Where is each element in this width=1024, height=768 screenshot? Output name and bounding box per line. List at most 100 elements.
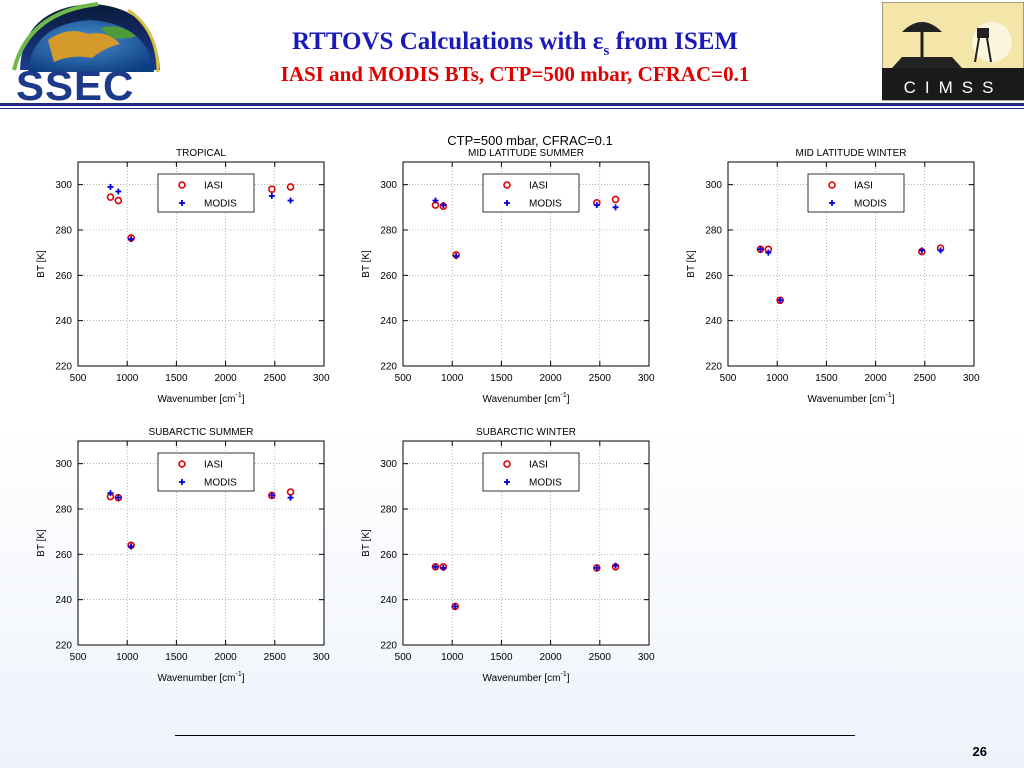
data-point-iasi [106,193,115,201]
y-tick-label: 240 [55,595,72,606]
header-rule-thin [0,108,1024,109]
chart-title: SUBARCTIC SUMMER [148,427,253,438]
x-tick-label: 1500 [165,652,188,663]
y-tick-label: 300 [705,180,722,191]
epsilon-symbol: εs [592,28,610,59]
y-tick-label: 280 [380,505,397,516]
data-point-modis [107,490,114,497]
data-point-modis [128,543,135,550]
x-tick-label: 3000 [963,373,980,384]
data-point-modis [612,562,619,569]
data-point-modis [268,193,275,199]
data-point-iasi [286,183,295,191]
chart-title: TROPICAL [176,148,226,159]
x-tick-label: 3000 [638,652,655,663]
legend-box [482,173,580,213]
chart-subarctic-winter: SUBARCTIC WINTER 500 1000 1500 2000 2500 3000 2… [361,427,655,684]
legend-marker-iasi [828,181,836,189]
x-tick-label: 1500 [490,373,513,384]
y-tick-label: 220 [380,362,397,373]
x-tick-label: 2500 [589,373,612,384]
ssec-logo: ✦ SSEC [12,2,160,106]
data-point-modis [128,236,135,243]
x-tick-label: 2000 [539,652,562,663]
legend-label: MODIS [529,199,562,210]
y-tick-label: 260 [380,550,397,561]
data-point-modis [452,603,459,610]
legend-marker-modis [179,479,185,485]
overall-chart-title: CTP=500 mbar, CFRAC=0.1 [447,133,613,148]
data-point-modis [593,202,600,209]
x-tick-label: 1500 [815,373,838,384]
x-tick-label: 2000 [864,373,887,384]
data-point-modis [777,297,784,304]
x-tick-label: 500 [395,373,412,384]
chart-mid-latitude-summer: MID LATITUDE SUMMER 500 1000 1500 2000 2500 30… [361,148,655,405]
x-tick-label: 500 [70,652,87,663]
legend-box [157,173,255,213]
legend-label: IASI [854,181,873,192]
x-tick-label: 1000 [116,652,139,663]
data-point-modis [287,197,294,204]
x-tick-label: 500 [395,652,412,663]
chart-tropical: TROPICAL 500 1000 1500 2000 2500 3000 220 240 260… [36,148,330,405]
x-tick-label: 1000 [766,373,789,384]
header-rule [0,103,1024,106]
x-tick-label: 1000 [116,373,139,384]
y-axis-label: BT [K] [361,250,372,278]
star-icon: ✦ [32,6,47,26]
y-tick-label: 240 [55,316,72,327]
y-axis-label: BT [K] [686,250,697,278]
data-point-modis [937,247,944,254]
ssec-logo-text: SSEC [16,62,134,106]
y-tick-label: 260 [55,550,72,561]
y-tick-label: 280 [705,226,722,237]
data-point-modis [115,494,122,501]
chart-title: MID LATITUDE SUMMER [468,148,584,159]
cimss-logo-text: CIMSS [904,78,1003,97]
data-point-modis [453,253,460,260]
y-tick-label: 300 [380,180,397,191]
legend-marker-modis [829,200,835,206]
x-tick-label: 3000 [313,373,330,384]
data-point-modis [440,564,447,571]
legend-marker-iasi [178,181,186,189]
legend-marker-iasi [178,460,186,468]
legend-label: MODIS [854,199,887,210]
legend-marker-modis [179,200,185,206]
y-tick-label: 220 [705,362,722,373]
data-point-iasi [114,196,123,205]
y-tick-label: 260 [705,271,722,282]
y-tick-label: 220 [55,362,72,373]
y-tick-label: 220 [55,641,72,652]
data-point-modis [115,188,122,195]
legend-box [482,452,580,492]
y-tick-label: 240 [380,316,397,327]
x-axis-label: Wavenumber [cm-1] [483,392,570,405]
data-point-modis [593,564,600,571]
y-tick-label: 280 [55,226,72,237]
y-tick-label: 300 [55,459,72,470]
x-axis-label: Wavenumber [cm-1] [158,392,245,405]
legend-box [807,173,905,213]
legend-marker-iasi [503,460,511,468]
legend-label: IASI [529,460,548,471]
legend-marker-modis [504,200,510,206]
chart-title: MID LATITUDE WINTER [796,148,907,159]
x-tick-label: 1500 [165,373,188,384]
x-axis-label: Wavenumber [cm-1] [158,671,245,684]
x-tick-label: 500 [720,373,737,384]
y-tick-label: 260 [380,271,397,282]
x-tick-label: 2000 [214,373,237,384]
page-number: 26 [972,744,987,759]
data-point-modis [612,204,619,211]
chart-title: SUBARCTIC WINTER [476,427,576,438]
x-tick-label: 1000 [441,373,464,384]
data-point-iasi [268,185,276,194]
data-point-modis [432,197,439,204]
x-tick-label: 3000 [313,652,330,663]
x-tick-label: 2000 [214,652,237,663]
data-point-modis [440,202,447,209]
x-tick-label: 2500 [914,373,937,384]
y-tick-label: 240 [705,316,722,327]
